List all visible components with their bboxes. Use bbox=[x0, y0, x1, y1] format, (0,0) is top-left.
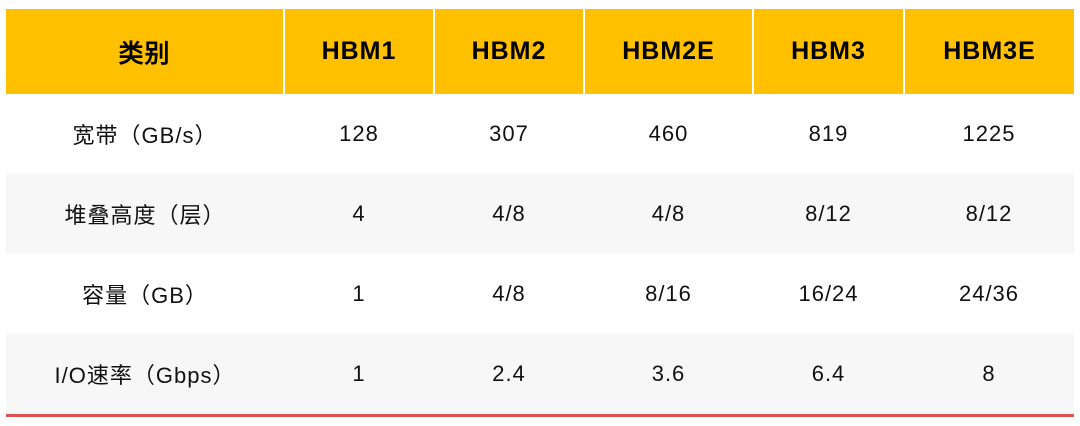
table-cell: 3.6 bbox=[584, 334, 753, 417]
table-cell: 1 bbox=[284, 334, 434, 417]
table-cell: 2.4 bbox=[434, 334, 584, 417]
hbm-comparison-table: 类别 HBM1 HBM2 HBM2E HBM3 HBM3E 宽带（GB/s） 128 307 4… bbox=[6, 9, 1074, 417]
table-cell: 4/8 bbox=[584, 174, 753, 254]
table-row: 宽带（GB/s） 128 307 460 819 1225 bbox=[6, 94, 1074, 174]
row-label: I/O速率（Gbps） bbox=[6, 334, 284, 417]
table-cell: 460 bbox=[648, 121, 689, 146]
table-cell: 4/8 bbox=[492, 281, 526, 306]
table-cell: 4 bbox=[284, 174, 434, 254]
table-row: I/O速率（Gbps） 1 2.4 3.6 6.4 8 bbox=[6, 334, 1074, 417]
table-cell: 8/12 bbox=[753, 174, 904, 254]
table-cell: 8 bbox=[904, 334, 1074, 417]
column-header: 类别 bbox=[6, 9, 284, 94]
table-row: 堆叠高度（层） 4 4/8 4/8 8/12 8/12 bbox=[6, 174, 1074, 254]
table-cell: 128 bbox=[339, 121, 379, 146]
table-cell: 6.4 bbox=[753, 334, 904, 417]
header-row: 类别 HBM1 HBM2 HBM2E HBM3 HBM3E bbox=[6, 9, 1074, 94]
column-header: HBM3E bbox=[903, 9, 1074, 94]
column-header: HBM3 bbox=[752, 9, 904, 94]
row-label: 容量（GB） bbox=[82, 283, 208, 308]
column-header: HBM2E bbox=[583, 9, 753, 94]
column-header: HBM1 bbox=[283, 9, 434, 94]
row-label: 宽带（GB/s） bbox=[72, 123, 218, 148]
table-cell: 24/36 bbox=[958, 281, 1020, 306]
row-label: 堆叠高度（层） bbox=[6, 174, 284, 254]
table-cell: 307 bbox=[489, 121, 529, 146]
column-header: HBM2 bbox=[433, 9, 584, 94]
table-cell: 8/16 bbox=[645, 281, 692, 306]
table-cell: 1225 bbox=[962, 121, 1016, 146]
table-cell: 8/12 bbox=[904, 174, 1074, 254]
table-cell: 4/8 bbox=[434, 174, 584, 254]
table-row: 容量（GB） 1 4/8 8/16 16/24 24/36 bbox=[6, 254, 1074, 334]
table-cell: 1 bbox=[352, 281, 366, 306]
table-cell: 819 bbox=[808, 121, 849, 146]
table-cell: 16/24 bbox=[798, 281, 859, 306]
